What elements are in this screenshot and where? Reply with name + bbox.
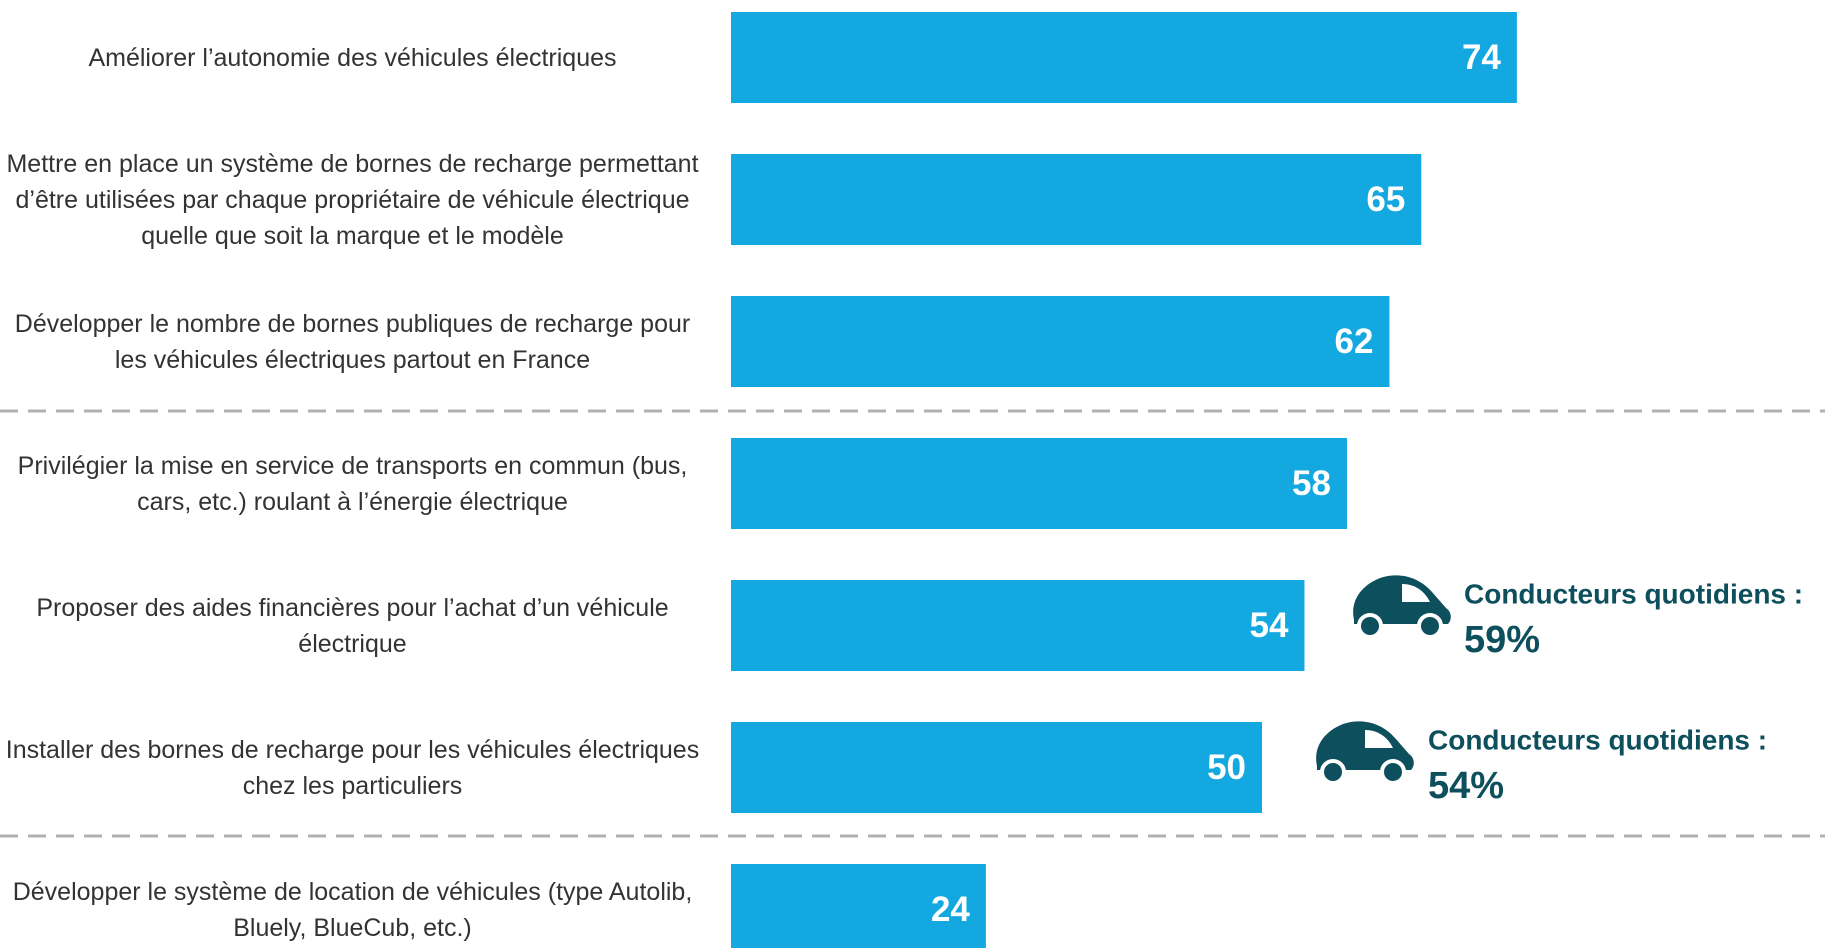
value-label: 24 bbox=[931, 890, 970, 929]
bar bbox=[731, 12, 1517, 103]
category-text: Améliorer l’autonomie des véhicules élec… bbox=[88, 43, 617, 72]
car-body bbox=[1316, 721, 1414, 770]
wheel bbox=[1417, 613, 1443, 639]
category-label: Installer des bornes de recharge pour le… bbox=[0, 722, 705, 813]
annotation-value: 54% bbox=[1428, 765, 1504, 807]
bar bbox=[731, 580, 1305, 671]
value-label: 62 bbox=[1335, 322, 1374, 361]
category-label: Développer le système de location de véh… bbox=[0, 864, 705, 948]
bar bbox=[731, 296, 1390, 387]
category-text: Développer le système de location de véh… bbox=[12, 877, 693, 942]
category-label: Mettre en place un système de bornes de … bbox=[0, 150, 705, 250]
category-label: Privilégier la mise en service de transp… bbox=[0, 438, 705, 529]
car-window bbox=[1365, 730, 1393, 748]
value-label: 65 bbox=[1366, 180, 1405, 219]
car-body bbox=[1353, 575, 1451, 624]
bar bbox=[731, 722, 1262, 813]
category-text: Privilégier la mise en service de transp… bbox=[17, 451, 688, 516]
wheel bbox=[1380, 759, 1406, 785]
category-label: Proposer des aides financières pour l’ac… bbox=[0, 580, 705, 671]
annotation-text: Conducteurs quotidiens : bbox=[1464, 578, 1803, 609]
value-label: 74 bbox=[1462, 38, 1501, 77]
car-window bbox=[1402, 584, 1430, 602]
value-label: 58 bbox=[1292, 464, 1331, 503]
wheel bbox=[1320, 759, 1346, 785]
bar bbox=[731, 864, 986, 948]
annotation-value: 59% bbox=[1464, 619, 1540, 661]
value-label: 54 bbox=[1250, 606, 1289, 645]
value-label: 50 bbox=[1207, 748, 1246, 787]
category-label: Développer le nombre de bornes publiques… bbox=[0, 296, 705, 387]
wheel bbox=[1357, 613, 1383, 639]
category-label: Améliorer l’autonomie des véhicules élec… bbox=[0, 12, 705, 103]
annotation-text: Conducteurs quotidiens : bbox=[1428, 724, 1767, 755]
car-icon bbox=[1316, 721, 1414, 785]
category-text: Mettre en place un système de bornes de … bbox=[6, 149, 699, 250]
category-text: Installer des bornes de recharge pour le… bbox=[5, 735, 700, 800]
category-text: Proposer des aides financières pour l’ac… bbox=[36, 593, 669, 658]
bar bbox=[731, 154, 1422, 245]
car-icon bbox=[1353, 575, 1451, 639]
bar bbox=[731, 438, 1347, 529]
category-text: Développer le nombre de bornes publiques… bbox=[14, 309, 691, 374]
